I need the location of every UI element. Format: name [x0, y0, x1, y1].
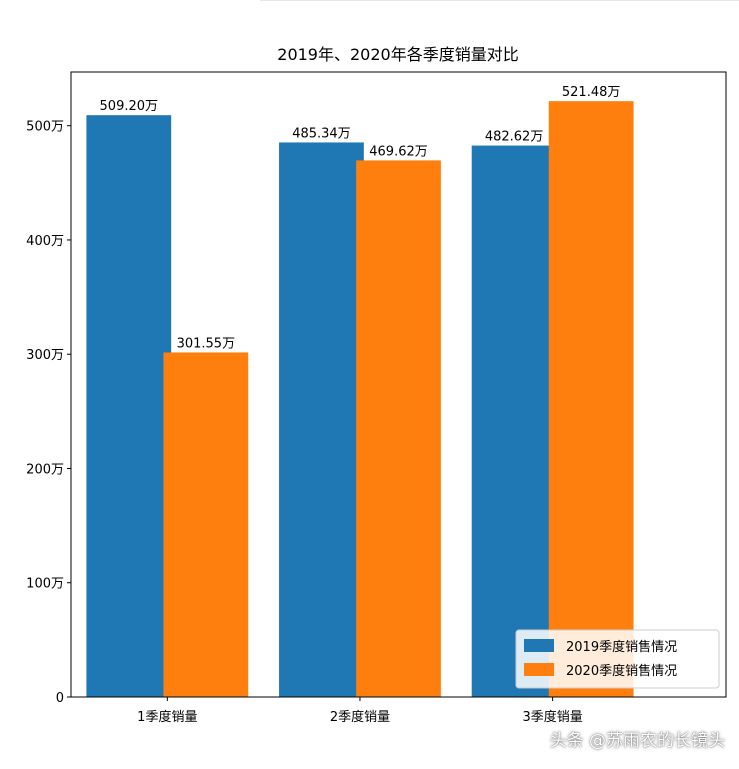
- watermark-text: 头条 @苏雨农的长镜头: [549, 731, 725, 751]
- legend-box: [515, 629, 720, 689]
- x-tick-label: 1季度销量: [137, 709, 197, 725]
- legend-label: 2020季度销售情况: [566, 663, 677, 679]
- bar-2019-q2: [279, 142, 364, 698]
- bar-2020-q2: [356, 160, 441, 698]
- legend-swatch-2020: [524, 663, 554, 676]
- y-tick-label: 300万: [26, 348, 64, 363]
- y-tick-label: 400万: [26, 234, 64, 249]
- bar-value-label: 469.62万: [369, 144, 428, 159]
- y-tick-label: 200万: [26, 462, 64, 477]
- legend: 2019季度销售情况 2020季度销售情况: [515, 629, 720, 689]
- x-tick-label: 2季度销量: [330, 709, 390, 725]
- y-tick-label: 0: [56, 691, 64, 706]
- bar-value-label: 509.20万: [100, 99, 159, 114]
- bar-value-label: 485.34万: [292, 126, 351, 141]
- plot-frame: [70, 71, 727, 698]
- bar-value-label: 482.62万: [485, 130, 544, 145]
- bar-value-label: 521.48万: [562, 85, 621, 100]
- bar-value-label: 301.55万: [177, 336, 236, 351]
- chart-title: 2019年、2020年各季度销量对比: [277, 45, 518, 64]
- legend-swatch-2019: [524, 639, 554, 652]
- bar-2019-q3: [471, 145, 557, 698]
- plot-area: 0 100万 200万 300万 400万 500万 509.20万 301.55万 1季度销量…: [26, 85, 634, 725]
- bar-2019-q1: [86, 115, 172, 697]
- top-divider: [260, 0, 739, 1]
- legend-label: 2019季度销售情况: [566, 639, 677, 655]
- y-tick-label: 500万: [26, 120, 64, 135]
- bar-2020-q1: [163, 352, 249, 697]
- bar-2020-q3: [548, 101, 634, 697]
- x-tick-label: 3季度销量: [522, 709, 582, 725]
- y-tick-label: 100万: [26, 577, 64, 592]
